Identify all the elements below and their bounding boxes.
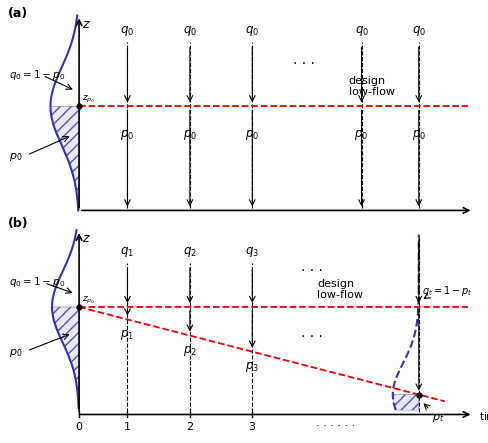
Text: $z$: $z$	[81, 233, 90, 245]
Text: $z_{p_0}$: $z_{p_0}$	[81, 295, 95, 306]
Text: $p_0$: $p_0$	[354, 128, 368, 143]
Text: $p_0$: $p_0$	[183, 128, 197, 143]
Text: design
low-flow: design low-flow	[348, 76, 394, 97]
Text: $q_0$: $q_0$	[120, 23, 134, 38]
Text: $p_3$: $p_3$	[245, 361, 259, 374]
Text: $q_0$: $q_0$	[354, 23, 368, 38]
Text: $q_0 = 1 - p_0$: $q_0 = 1 - p_0$	[9, 275, 65, 289]
Text: design
low-flow: design low-flow	[317, 279, 363, 300]
Text: $q_0$: $q_0$	[183, 23, 197, 38]
Text: $p_t$: $p_t$	[431, 412, 443, 424]
Text: (a): (a)	[8, 7, 28, 19]
Text: $p_0$: $p_0$	[411, 128, 425, 143]
Text: $q_0 = 1 - p_0$: $q_0 = 1 - p_0$	[9, 67, 65, 82]
Text: time $t$ (years): time $t$ (years)	[478, 410, 488, 424]
Text: . . .: . . .	[293, 53, 315, 67]
Text: $0$: $0$	[75, 420, 83, 432]
Text: (b): (b)	[8, 217, 28, 230]
Text: $p_0$: $p_0$	[120, 128, 134, 143]
Text: . . . . . .: . . . . . .	[315, 419, 354, 428]
Text: $p_2$: $p_2$	[183, 344, 197, 358]
Text: $q_0$: $q_0$	[245, 23, 259, 38]
Text: $z$: $z$	[81, 18, 90, 31]
Text: $2$: $2$	[185, 420, 193, 432]
Text: $q_1$: $q_1$	[120, 245, 134, 259]
Text: $q_t = 1 - p_t$: $q_t = 1 - p_t$	[422, 284, 472, 298]
Text: $p_1$: $p_1$	[120, 328, 134, 342]
Text: $q_3$: $q_3$	[245, 245, 259, 259]
Text: $q_2$: $q_2$	[183, 245, 197, 259]
Text: . . .: . . .	[301, 326, 323, 340]
Text: $p_0$: $p_0$	[245, 128, 259, 143]
Text: $1$: $1$	[123, 420, 131, 432]
Text: $3$: $3$	[248, 420, 256, 432]
Text: $q_0$: $q_0$	[411, 23, 425, 38]
Text: . . .: . . .	[301, 260, 323, 275]
Text: $p_0$: $p_0$	[9, 347, 23, 359]
Text: $z_{p_0}$: $z_{p_0}$	[81, 94, 95, 105]
Text: $p_0$: $p_0$	[9, 152, 23, 163]
